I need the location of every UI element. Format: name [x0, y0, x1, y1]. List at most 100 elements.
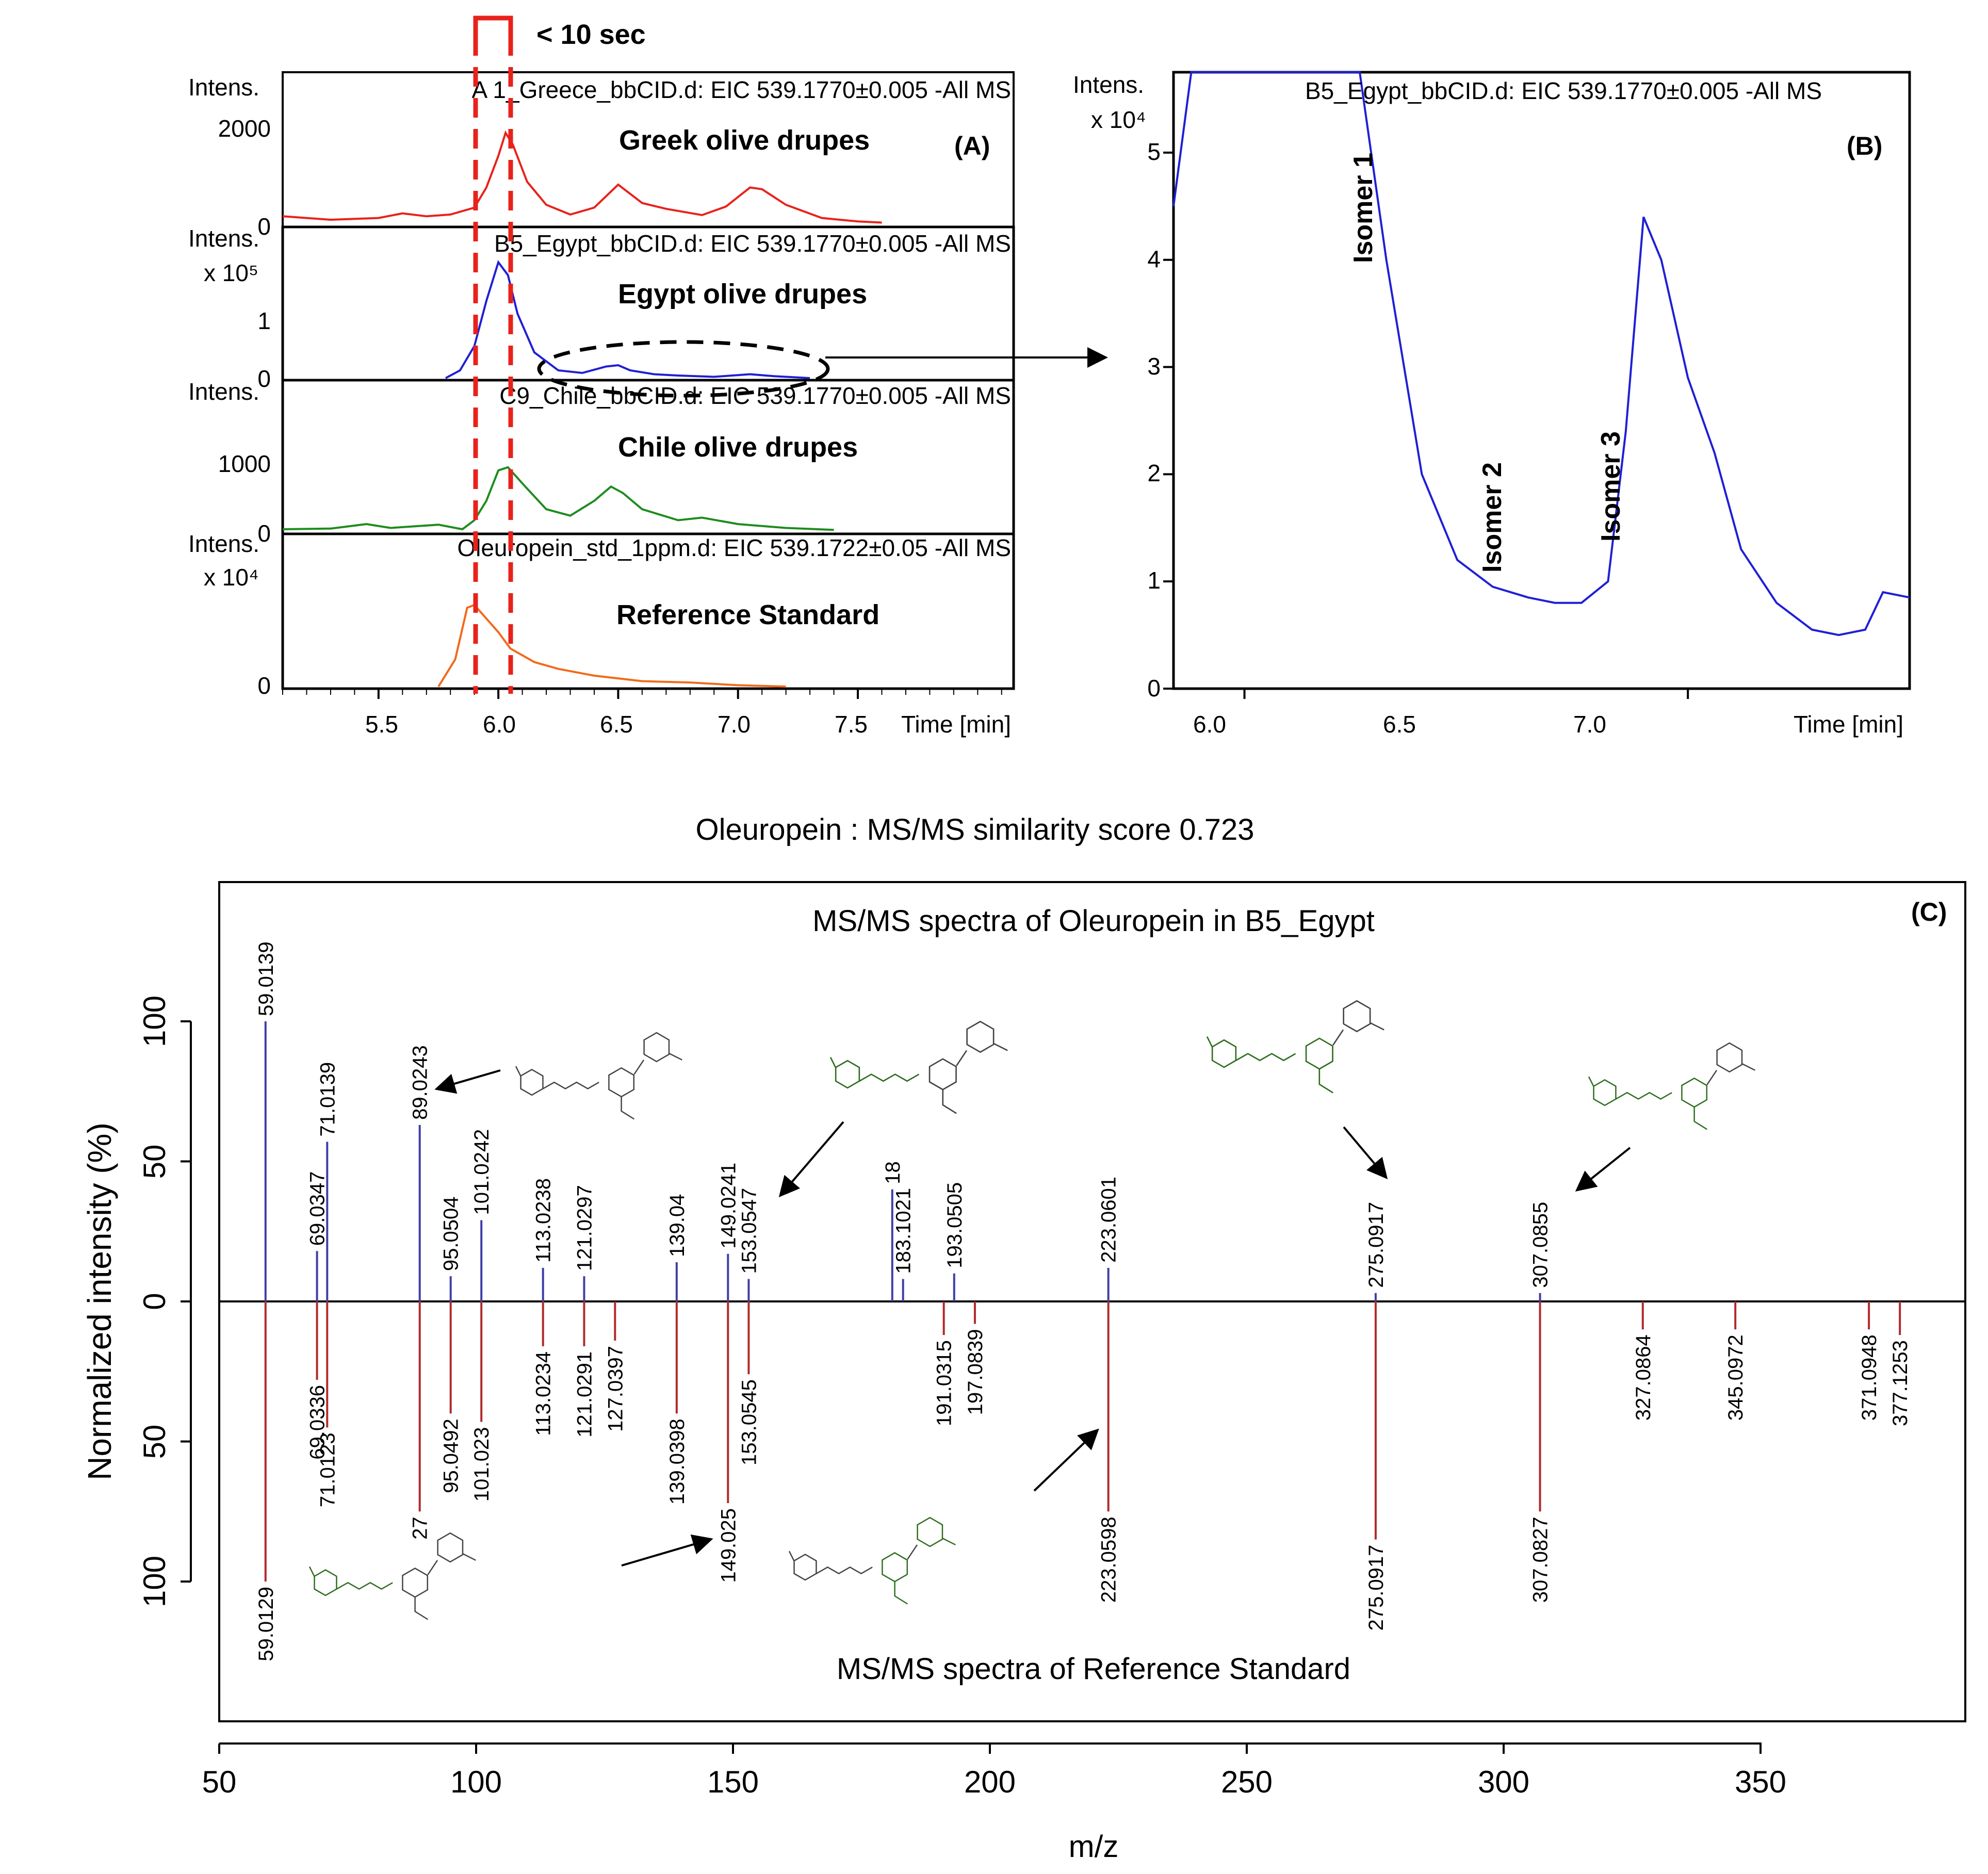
intens-label-1: Intens. — [188, 74, 259, 101]
reference-peak-label: 223.0598 — [1098, 1517, 1120, 1603]
reference-peak-label: 345.0972 — [1724, 1334, 1747, 1421]
sample-peak-label: 183.1021 — [892, 1188, 915, 1274]
oleuropein-structure-1 — [515, 1032, 682, 1120]
panel-a-frames — [281, 71, 1015, 699]
tick-greece-2000: 2000 — [218, 115, 271, 142]
oleuropein-structure-4 — [1588, 1042, 1755, 1130]
time-window-label: < 10 sec — [536, 19, 646, 50]
sample-egypt: Egypt olive drupes — [618, 279, 867, 309]
reference-peak-label: 139.0398 — [666, 1419, 689, 1505]
panel-b: Intens. x 10⁴ B5_Egypt_bbCID.d: EIC 539.… — [1073, 71, 1911, 738]
reference-peak-label: 127.0397 — [604, 1346, 627, 1432]
sample-peak-label: 18 — [882, 1161, 904, 1184]
panel-a-label: (A) — [954, 132, 990, 160]
fragment-arrow-2 — [778, 1121, 844, 1198]
chromatogram-trace-1 — [282, 130, 882, 224]
c-xtick-100: 100 — [450, 1765, 502, 1799]
tick-egypt-1: 1 — [257, 307, 271, 334]
panel-c-y-title: Normalized intensity (%) — [81, 1122, 118, 1480]
reference-peak-label: 69.0336 — [306, 1385, 329, 1460]
tick-egypt-0: 0 — [257, 365, 271, 392]
header-standard: Oleuropein_std_1ppm.d: EIC 539.1722±0.05… — [457, 534, 1011, 561]
sample-peak-label: 275.0917 — [1365, 1202, 1388, 1288]
time-window-bracket — [473, 15, 513, 36]
panel-b-header: B5_Egypt_bbCID.d: EIC 539.1770±0.005 -Al… — [1305, 77, 1822, 104]
reference-peak-label: 153.0545 — [738, 1379, 760, 1465]
panel-c-spectrum-sticks: 59.0139 69.0347 71.0139 89.0243 95.0504 101.0… — [181, 941, 1912, 1754]
chromatogram-trace-2 — [445, 260, 810, 379]
intens-label-2: Intens. — [188, 225, 259, 252]
panel-b-scale: x 10⁴ — [1091, 106, 1146, 133]
tick-chile-1000: 1000 — [218, 450, 271, 477]
c-ytick-100-bottom: 100 — [137, 1556, 172, 1607]
panel-a-traces — [282, 130, 882, 688]
b-ytick-0: 0 — [1147, 675, 1161, 702]
intens-label-4: Intens. — [188, 530, 259, 557]
oleuropein-structure-5 — [308, 1532, 476, 1620]
c-xtick-350: 350 — [1735, 1765, 1786, 1799]
b-ytick-5: 5 — [1147, 138, 1161, 165]
fragment-arrow-3 — [1343, 1126, 1388, 1180]
fragment-arrow-1 — [434, 1069, 501, 1094]
panel-b-intens-label: Intens. — [1073, 71, 1144, 98]
chromatogram-trace-3 — [282, 466, 834, 531]
c-xtick-50: 50 — [202, 1765, 237, 1799]
sample-standard: Reference Standard — [616, 599, 879, 630]
header-egypt: B5_Egypt_bbCID.d: EIC 539.1770±0.005 -Al… — [494, 230, 1011, 257]
panel-a-x-title: Time [min] — [901, 711, 1011, 738]
reference-peak-label: 95.0492 — [440, 1419, 463, 1493]
c-xtick-250: 250 — [1221, 1765, 1273, 1799]
upper-spectrum-title: MS/MS spectra of Oleuropein in B5_Egypt — [812, 904, 1375, 938]
reference-peak-label: 149.025 — [717, 1508, 740, 1583]
sample-peak-label: 113.0238 — [532, 1178, 555, 1263]
sample-peak-label: 149.0241 — [717, 1163, 740, 1249]
header-chile: C9_Chile_bbCID.d: EIC 539.1770±0.005 -Al… — [499, 382, 1011, 409]
c-ytick-50-top: 50 — [137, 1145, 172, 1179]
c-ytick-50-bottom: 50 — [137, 1425, 172, 1459]
reference-peak-label: 27 — [409, 1517, 432, 1540]
reference-peak-label: 113.0234 — [532, 1351, 555, 1436]
header-greece: A 1_Greece_bbCID.d: EIC 539.1770±0.005 -… — [471, 76, 1011, 103]
panel-b-trace — [1163, 71, 1910, 699]
b-xtick-7.0: 7.0 — [1573, 711, 1606, 738]
panel-c-x-title: m/z — [1069, 1829, 1119, 1864]
panel-c-title: Oleuropein : MS/MS similarity score 0.72… — [695, 813, 1254, 846]
b-xtick-6.0: 6.0 — [1193, 711, 1226, 738]
reference-peak-label: 197.0839 — [964, 1329, 987, 1415]
reference-peak-label: 191.0315 — [933, 1340, 956, 1426]
c-xtick-300: 300 — [1478, 1765, 1529, 1799]
tick-chile-0: 0 — [257, 520, 271, 547]
reference-peak-label: 327.0864 — [1632, 1334, 1655, 1421]
panel-c: Oleuropein : MS/MS similarity score 0.72… — [81, 813, 1966, 1864]
b-ytick-1: 1 — [1147, 567, 1161, 594]
panel-b-x-title: Time [min] — [1794, 711, 1903, 738]
sample-peak-label: 71.0139 — [316, 1062, 339, 1137]
reference-peak-label: 59.0129 — [255, 1587, 278, 1661]
reference-peak-label: 275.0917 — [1365, 1545, 1388, 1631]
intens-label-3: Intens. — [188, 378, 259, 405]
b-ytick-2: 2 — [1147, 460, 1161, 486]
panel-b-y-ticks: 5 4 3 2 1 0 — [1147, 138, 1161, 702]
panel-c-structures — [308, 1000, 1755, 1620]
sample-peak-label: 59.0139 — [255, 941, 278, 1016]
a-xtick-6.0: 6.0 — [483, 711, 516, 738]
lower-spectrum-title: MS/MS spectra of Reference Standard — [837, 1652, 1350, 1686]
c-ytick-100-top: 100 — [137, 996, 172, 1047]
reference-peak-label: 71.0123 — [316, 1432, 339, 1507]
c-ytick-0: 0 — [137, 1293, 172, 1310]
fragment-arrow-6 — [1033, 1428, 1099, 1492]
sample-peak-label: 121.0297 — [573, 1185, 596, 1271]
a-xtick-6.5: 6.5 — [600, 711, 633, 738]
egypt-zoom-trace — [1172, 71, 1910, 637]
sample-peak-label: 223.0601 — [1098, 1177, 1120, 1263]
isomer-3-label: Isomer 3 — [1596, 431, 1626, 542]
c-xtick-150: 150 — [707, 1765, 759, 1799]
reference-peak-label: 371.0948 — [1858, 1334, 1881, 1421]
oleuropein-structure-6 — [788, 1517, 956, 1605]
isomer-1-label: Isomer 1 — [1348, 153, 1378, 263]
a-xtick-5.5: 5.5 — [365, 711, 398, 738]
scale-label-egypt: x 10⁵ — [204, 259, 258, 286]
a-xtick-7.5: 7.5 — [835, 711, 868, 738]
zoom-region-ellipse — [537, 340, 830, 398]
sample-peak-label: 95.0504 — [440, 1197, 463, 1272]
